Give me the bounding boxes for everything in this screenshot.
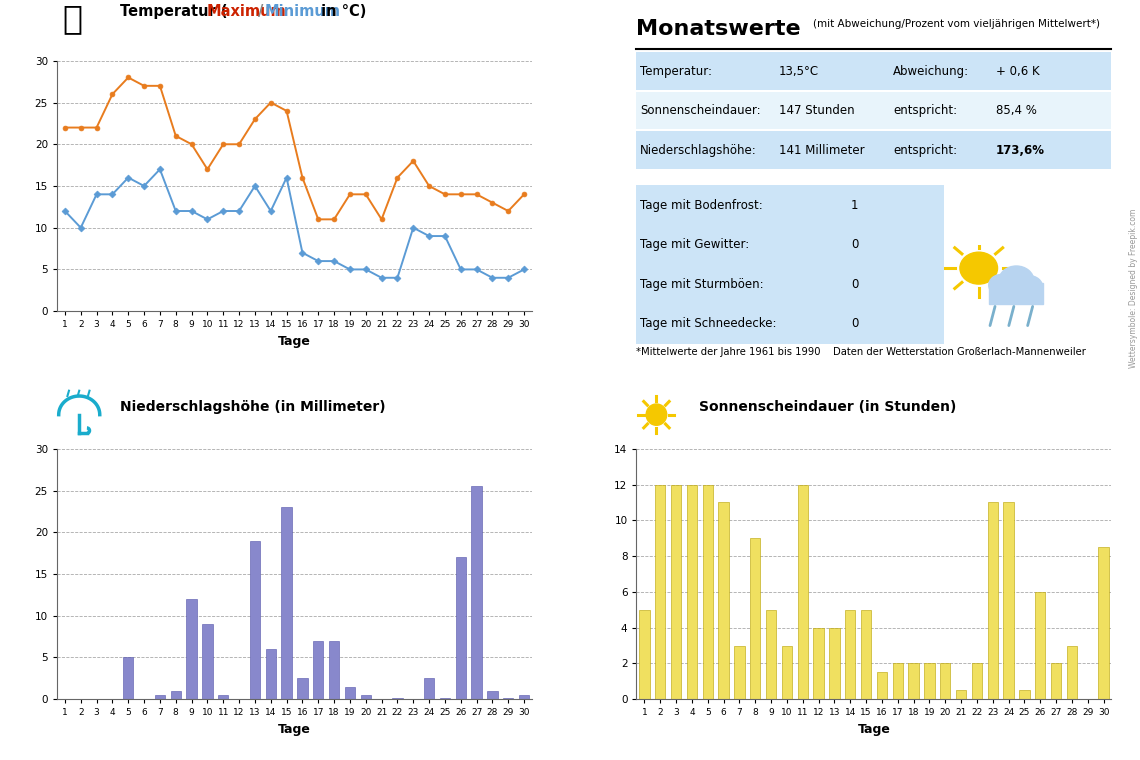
Text: Temperatur:: Temperatur: (640, 65, 711, 78)
X-axis label: Tage: Tage (278, 723, 311, 736)
Bar (519, 695, 529, 699)
Bar (424, 679, 434, 699)
Text: /: / (258, 4, 263, 19)
Bar (750, 538, 760, 699)
X-axis label: Tage: Tage (857, 723, 890, 736)
Text: Maximum: Maximum (207, 4, 286, 19)
Bar (686, 485, 697, 699)
Bar (155, 695, 165, 699)
Text: Tage mit Schneedecke:: Tage mit Schneedecke: (640, 317, 776, 331)
X-axis label: Tage: Tage (278, 334, 311, 348)
Text: + 0,6 K: + 0,6 K (995, 65, 1040, 78)
Bar (766, 610, 776, 699)
Bar (344, 687, 355, 699)
Bar (925, 663, 935, 699)
Bar (1003, 502, 1013, 699)
Circle shape (999, 283, 1024, 304)
Text: 141 Millimeter: 141 Millimeter (779, 144, 864, 157)
Bar (971, 663, 982, 699)
Bar (456, 557, 466, 699)
Text: 85,4 %: 85,4 % (995, 104, 1036, 118)
Bar (250, 540, 260, 699)
Circle shape (646, 404, 667, 426)
Bar (202, 624, 212, 699)
Bar (1067, 645, 1077, 699)
Text: Monatswerte: Monatswerte (636, 19, 801, 39)
Bar (671, 485, 682, 699)
Text: Sonnenscheindauer (in Stunden): Sonnenscheindauer (in Stunden) (699, 400, 956, 414)
Text: *Mittelwerte der Jahre 1961 bis 1990    Daten der Wetterstation Großerlach-Manne: *Mittelwerte der Jahre 1961 bis 1990 Dat… (636, 347, 1086, 357)
Bar (392, 698, 402, 699)
Bar (987, 502, 998, 699)
Text: Temperatur (: Temperatur ( (120, 4, 227, 19)
Bar (814, 628, 824, 699)
Bar (487, 691, 497, 699)
Bar (171, 691, 181, 699)
Text: in °C): in °C) (316, 4, 366, 19)
Bar (829, 628, 839, 699)
Bar (329, 641, 340, 699)
Text: Minimum: Minimum (264, 4, 341, 19)
Text: (mit Abweichung/Prozent vom vieljährigen Mittelwert*): (mit Abweichung/Prozent vom vieljährigen… (813, 19, 1100, 29)
Bar (988, 283, 1043, 304)
Text: Abweichung:: Abweichung: (893, 65, 969, 78)
Text: Tage mit Sturmböen:: Tage mit Sturmböen: (640, 277, 764, 291)
Bar (503, 698, 513, 699)
Circle shape (1015, 276, 1043, 299)
Text: Niederschlagshöhe (in Millimeter): Niederschlagshöhe (in Millimeter) (120, 400, 385, 414)
Text: Wettersymbole: Designed by Freepik.com: Wettersymbole: Designed by Freepik.com (1129, 209, 1138, 369)
Bar (218, 695, 228, 699)
Bar (893, 663, 903, 699)
Bar (734, 645, 744, 699)
Bar (298, 679, 308, 699)
Bar (187, 599, 197, 699)
Text: 173,6%: 173,6% (995, 144, 1044, 157)
Text: Tage mit Gewitter:: Tage mit Gewitter: (640, 238, 749, 252)
Text: 147 Stunden: 147 Stunden (779, 104, 855, 118)
Bar (782, 645, 792, 699)
Bar (909, 663, 919, 699)
Circle shape (960, 252, 998, 284)
Bar (940, 663, 951, 699)
Bar (1051, 663, 1061, 699)
Bar (877, 673, 887, 699)
Text: Niederschlagshöhe:: Niederschlagshöhe: (640, 144, 757, 157)
Bar (266, 649, 276, 699)
Circle shape (999, 266, 1034, 296)
Bar (123, 657, 133, 699)
Text: entspricht:: entspricht: (893, 144, 958, 157)
Bar (956, 690, 967, 699)
Circle shape (988, 274, 1013, 296)
Text: 🌡: 🌡 (63, 2, 83, 36)
Text: entspricht:: entspricht: (893, 104, 958, 118)
Text: 0: 0 (850, 277, 858, 291)
Bar (472, 486, 482, 699)
Text: 0: 0 (850, 317, 858, 331)
Bar (845, 610, 855, 699)
Bar (282, 507, 292, 699)
Bar (656, 485, 666, 699)
Text: Tage mit Bodenfrost:: Tage mit Bodenfrost: (640, 198, 763, 212)
Bar (640, 610, 650, 699)
Bar (314, 641, 324, 699)
Text: 0: 0 (850, 238, 858, 252)
Bar (440, 698, 450, 699)
Bar (360, 695, 370, 699)
Bar (861, 610, 871, 699)
Bar (1099, 547, 1109, 699)
Bar (718, 502, 728, 699)
Text: 13,5°C: 13,5°C (779, 65, 820, 78)
Bar (798, 485, 808, 699)
Text: 1: 1 (850, 198, 858, 212)
Bar (702, 485, 712, 699)
Bar (1019, 690, 1029, 699)
Bar (1035, 592, 1045, 699)
Text: Sonnenscheindauer:: Sonnenscheindauer: (640, 104, 760, 118)
